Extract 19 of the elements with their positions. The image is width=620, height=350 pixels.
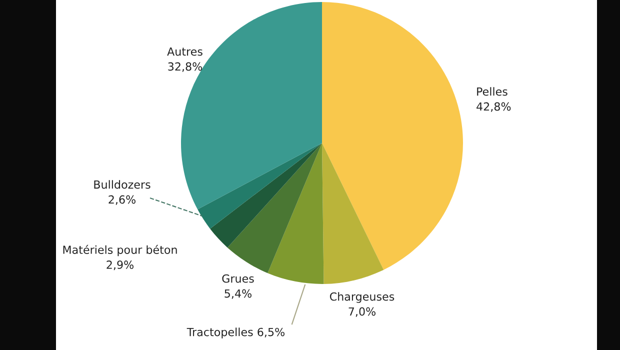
data-label: 32,8% [168, 62, 202, 72]
slice-label: Grues [222, 274, 254, 283]
slice-label: Tractopelles 6,5% [186, 328, 285, 338]
data-label: 5,4% [224, 289, 252, 299]
slice-label: Pelles [477, 87, 508, 96]
pie-slice [322, 143, 384, 284]
data-label: 2,9% [106, 260, 134, 270]
data-label: 42,8% [476, 102, 511, 112]
pie-slice [198, 143, 322, 229]
data-label: 7,0% [348, 307, 376, 317]
data-label: 2,6% [108, 195, 136, 205]
pie-slice [268, 143, 324, 284]
pie-slice [210, 143, 322, 248]
pie-slice [227, 143, 322, 274]
slice-label: Chargeuses [330, 292, 394, 303]
slice-label: Matériels pour béton [63, 244, 177, 256]
slice-label: Bulldozers [94, 180, 150, 189]
slice-label: Autres [167, 47, 202, 56]
pie-slice [322, 2, 463, 270]
